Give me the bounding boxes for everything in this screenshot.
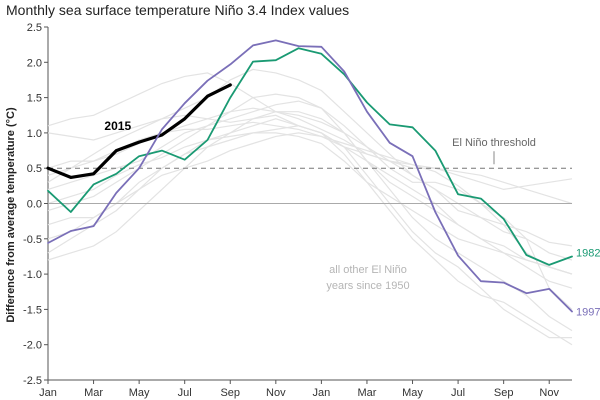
x-tick-label: Jul: [451, 387, 465, 399]
x-tick-label: Jan: [313, 387, 331, 399]
background-series-line: [47, 107, 573, 191]
y-tick-label: -2.0: [23, 340, 42, 352]
background-series-line: [47, 68, 573, 247]
series-label-1997: 1997: [576, 307, 600, 319]
background-series-line: [47, 72, 573, 310]
y-tick-label: 1.0: [27, 128, 42, 140]
y-tick-label: 1.5: [27, 93, 42, 105]
y-tick-label: 0.5: [27, 163, 42, 175]
x-tick-label: Jan: [39, 387, 57, 399]
background-series-line: [47, 121, 573, 205]
series-label-1982: 1982: [576, 247, 600, 259]
chart-title: Monthly sea surface temperature Niño 3.4…: [6, 2, 350, 18]
background-series-line: [47, 93, 573, 275]
background-series-line: [47, 111, 573, 332]
x-tick-label: Nov: [539, 387, 559, 399]
y-axis-label: Difference from average temperature (°C): [5, 107, 17, 323]
y-tick-label: -0.5: [23, 234, 42, 246]
series-line-1982: [47, 47, 573, 266]
series-label-2015: 2015: [104, 119, 131, 133]
y-tick-label: 0.0: [27, 199, 42, 211]
series-line-1997: [47, 39, 573, 313]
annotation-text: all other El Niño: [329, 264, 407, 276]
background-series-line: [47, 132, 573, 261]
x-tick-label: Jul: [178, 387, 192, 399]
x-tick-label: Mar: [84, 387, 103, 399]
background-series-line: [47, 132, 573, 275]
x-tick-label: Nov: [266, 387, 286, 399]
background-series-line: [47, 125, 573, 346]
series-line-2015: [46, 83, 232, 179]
threshold-label: El Niño threshold: [452, 137, 536, 149]
x-tick-label: Mar: [357, 387, 376, 399]
background-series-line: [47, 118, 572, 339]
y-tick-label: 2.0: [27, 57, 42, 69]
y-tick-label: -1.0: [23, 269, 42, 281]
y-tick-label: -2.5: [23, 375, 42, 387]
annotation-text: years since 1950: [326, 280, 409, 292]
y-tick-label: -1.5: [23, 304, 42, 316]
background-series-line: [47, 100, 573, 289]
x-tick-label: Sep: [220, 387, 240, 399]
x-tick-label: Sep: [494, 387, 514, 399]
x-tick-label: May: [402, 387, 423, 399]
y-tick-label: 2.5: [27, 22, 42, 34]
x-tick-label: May: [129, 387, 150, 399]
